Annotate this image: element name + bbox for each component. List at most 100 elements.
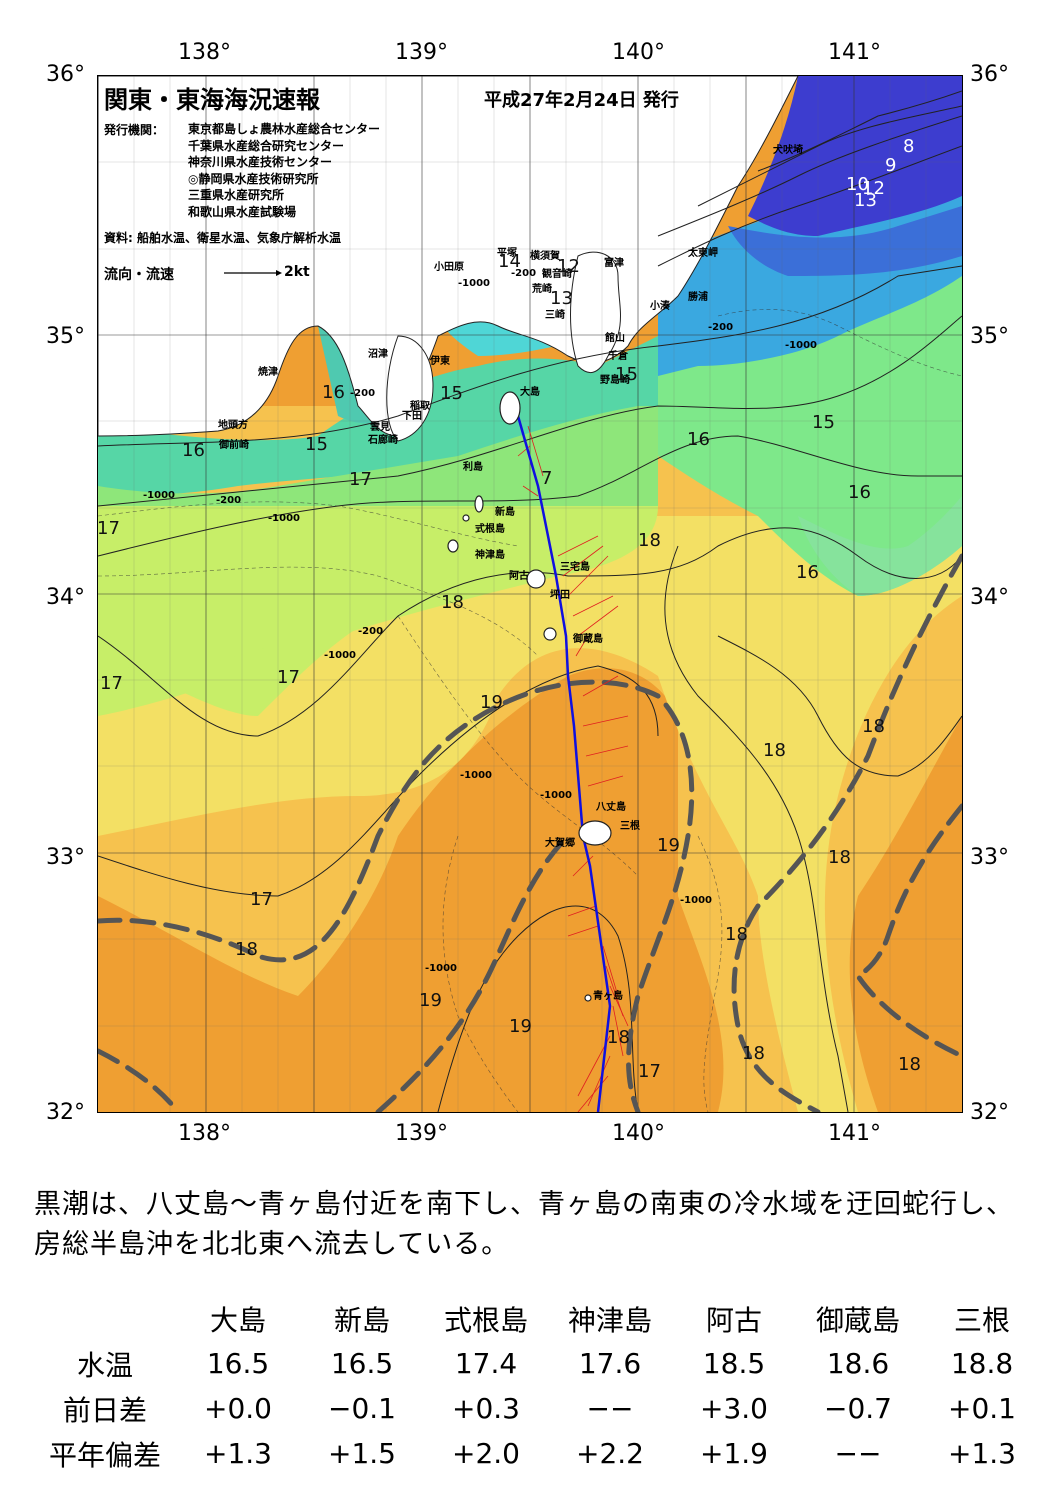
isotherm-label: 16 bbox=[322, 382, 345, 403]
table-cell: 17.4 bbox=[454, 1347, 518, 1380]
isotherm-label: 16 bbox=[848, 482, 871, 503]
issue-date: 平成27年2月24日 発行 bbox=[484, 90, 679, 111]
place-label: 千倉 bbox=[608, 351, 628, 362]
land-boso bbox=[570, 251, 621, 374]
place-label: 野島崎 bbox=[600, 375, 630, 386]
table-cell: +2.2 bbox=[576, 1437, 644, 1470]
isotherm-label: 18 bbox=[742, 1043, 765, 1064]
issuer-list: 東京都島しょ農林水産総合センター 千葉県水産総合研究センター 神奈川県水産技術セ… bbox=[188, 121, 380, 221]
place-label: 犬吠埼 bbox=[773, 145, 803, 156]
depth-label: -200 bbox=[350, 388, 376, 399]
depth-label: -1000 bbox=[785, 340, 817, 351]
lat-label-32-left: 32° bbox=[46, 1100, 85, 1125]
isotherm-label: 13 bbox=[550, 288, 573, 309]
place-label: 地頭方 bbox=[218, 420, 248, 431]
place-label: 三崎 bbox=[545, 310, 565, 321]
lat-label-33-left: 33° bbox=[46, 845, 85, 870]
isotherm-label: 18 bbox=[828, 847, 851, 868]
place-label: 勝浦 bbox=[688, 292, 708, 303]
table-column-header: 大島 bbox=[209, 1303, 266, 1337]
depth-label: -1000 bbox=[458, 278, 490, 289]
depth-label: -200 bbox=[511, 268, 537, 279]
sea-deep-blue-zone bbox=[748, 76, 962, 236]
isotherm-label: 17 bbox=[277, 667, 300, 688]
island-niijima bbox=[474, 495, 484, 513]
current-legend-unit: 2kt bbox=[284, 264, 310, 280]
table-row: 前日差 +0.0 −0.1 +0.3 −− +3.0 −0.7 +0.1 bbox=[34, 1386, 1044, 1431]
issuer-item: ◎静岡県水産技術研究所 bbox=[188, 171, 319, 186]
place-label: 下田 bbox=[402, 411, 422, 422]
isotherm-label: 18 bbox=[441, 592, 464, 613]
isotherm-label: 17 bbox=[349, 469, 372, 490]
depth-label: -200 bbox=[358, 626, 384, 637]
place-label: 太東岬 bbox=[688, 248, 718, 259]
isotherm-label: 17 bbox=[250, 889, 273, 910]
isotherm-label: 19 bbox=[657, 835, 680, 856]
isotherm-label: 17 bbox=[97, 518, 120, 539]
depth-label: -1000 bbox=[143, 490, 175, 501]
isotherm-label: 18 bbox=[638, 530, 661, 551]
place-label: 小田原 bbox=[434, 262, 464, 273]
lat-label-32-right: 32° bbox=[970, 1100, 1009, 1125]
isotherm-label: 14 bbox=[498, 251, 521, 272]
island-shikinejima bbox=[462, 514, 470, 522]
isotherm-label: 8 bbox=[903, 136, 915, 157]
current-legend-label: 流向・流速 bbox=[104, 267, 174, 283]
isotherm-label: 18 bbox=[235, 939, 258, 960]
lon-label-138-bottom: 138° bbox=[178, 1121, 231, 1146]
issuer-item: 神奈川県水産技術センター bbox=[188, 155, 333, 170]
place-label: 大賀郷 bbox=[545, 838, 575, 849]
place-label: 八丈島 bbox=[596, 802, 626, 813]
table-header-row: 大島 新島 式根島 神津島 阿古 御蔵島 三根 bbox=[34, 1296, 1044, 1341]
depth-label: -1000 bbox=[324, 650, 356, 661]
sea-green-patch bbox=[798, 496, 962, 596]
isotherm-label: 18 bbox=[898, 1054, 921, 1075]
map-title: 関東・東海海況速報 bbox=[104, 86, 320, 114]
summary-text: 黒潮は、八丈島～青ヶ島付近を南下し、青ヶ島の南東の冷水域を迂回蛇行し、房総半島沖… bbox=[34, 1189, 1014, 1260]
kuroshio-axis bbox=[98, 553, 962, 1112]
depth-label: -1000 bbox=[268, 513, 300, 524]
place-label: 焼津 bbox=[258, 367, 278, 378]
map-canvas bbox=[98, 76, 962, 1112]
table-cell: +0.0 bbox=[204, 1392, 272, 1425]
table-column-header: 阿古 bbox=[705, 1303, 762, 1337]
place-label: 観音崎 bbox=[542, 269, 572, 280]
depth-label: -1000 bbox=[680, 895, 712, 906]
isotherm-label: 18 bbox=[607, 1027, 630, 1048]
issuer-item: 和歌山県水産試験場 bbox=[188, 204, 297, 219]
isotherm-label: 18 bbox=[725, 924, 748, 945]
lat-label-35-left: 35° bbox=[46, 324, 85, 349]
isotherm-label: 12 bbox=[557, 256, 580, 277]
place-label: 伊東 bbox=[430, 356, 450, 367]
table-cell: 18.5 bbox=[702, 1347, 766, 1380]
table-row-label: 前日差 bbox=[62, 1393, 147, 1427]
lat-label-36-left: 36° bbox=[46, 62, 85, 87]
table-cell: +1.9 bbox=[700, 1437, 768, 1470]
lat-label-34-right: 34° bbox=[970, 585, 1009, 610]
place-label: 小湊 bbox=[650, 301, 670, 312]
isotherm-label: 15 bbox=[305, 434, 328, 455]
lon-label-139-top: 139° bbox=[395, 40, 448, 65]
lon-label-140-top: 140° bbox=[612, 40, 665, 65]
table-column-header: 神津島 bbox=[567, 1303, 652, 1337]
land-honshu bbox=[98, 76, 799, 437]
table-cell: 16.5 bbox=[206, 1347, 270, 1380]
isotherm-label: 7 bbox=[541, 468, 553, 489]
issuer-key-label: 発行機関： bbox=[104, 123, 165, 137]
isotherm-label: 13 bbox=[854, 190, 877, 211]
place-label: 式根島 bbox=[475, 524, 505, 535]
place-label: 神津島 bbox=[475, 550, 505, 561]
table-cell: +2.0 bbox=[452, 1437, 520, 1470]
islands bbox=[447, 391, 612, 1002]
lon-label-138-top: 138° bbox=[178, 40, 231, 65]
place-label: 石廊崎 bbox=[368, 435, 398, 446]
land-izu bbox=[386, 335, 434, 442]
place-label: 坪田 bbox=[550, 590, 570, 601]
lat-label-33-right: 33° bbox=[970, 845, 1009, 870]
table-cell: +1.3 bbox=[204, 1437, 272, 1470]
table-cell: −− bbox=[586, 1392, 634, 1425]
isotherm-label: 18 bbox=[862, 716, 885, 737]
isotherm-label: 12 bbox=[862, 178, 885, 199]
table-row-label: 平年偏差 bbox=[48, 1438, 161, 1472]
temperature-table: 大島 新島 式根島 神津島 阿古 御蔵島 三根 水温 16.5 16.5 17.… bbox=[34, 1296, 1044, 1476]
